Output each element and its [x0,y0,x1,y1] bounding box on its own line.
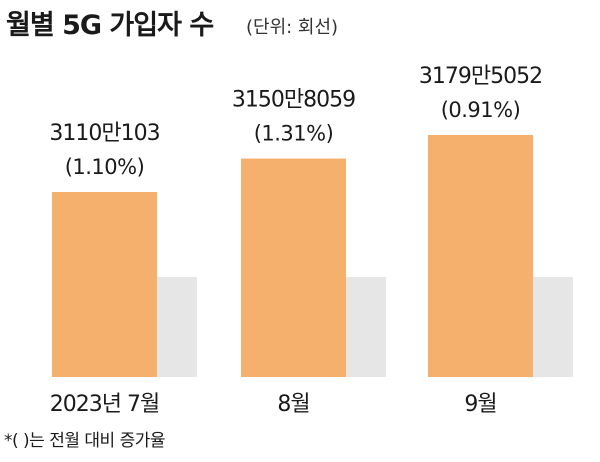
bar-shadow [533,277,573,377]
footnote: *( )는 전월 대비 증가율 [4,431,165,451]
bar-2 [241,158,346,377]
chart-title: 월별 5G 가입자 수 [6,10,213,41]
growth-label: (0.91%) [441,98,521,122]
category-label: 2023년 7월 [50,392,159,417]
bar-1 [52,192,157,377]
category-label: 8월 [277,392,309,417]
growth-label: (1.31%) [254,122,334,146]
bars-layer: 3110만103 (1.10%) 2023년 7월 3150만8059 (1.31%) 8… [49,64,573,417]
bar-shadow [157,277,197,377]
value-label: 3179만5052 [419,64,542,89]
growth-label: (1.10%) [65,155,145,179]
category-label: 9월 [464,392,496,417]
bar-3 [428,135,533,377]
unit-label: (단위: 회선) [246,17,338,38]
value-label: 3110만103 [49,121,159,146]
value-label: 3150만8059 [232,88,355,113]
bar-shadow [346,277,386,377]
